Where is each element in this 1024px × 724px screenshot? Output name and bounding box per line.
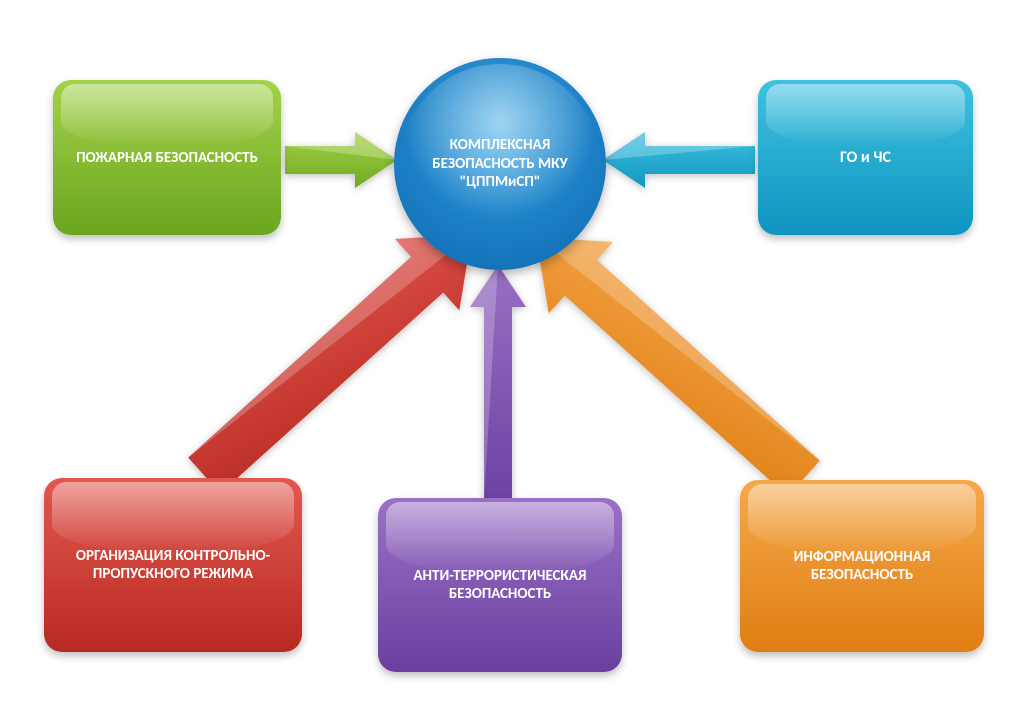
node-access: ОРГАНИЗАЦИЯ КОНТРОЛЬНО-ПРОПУСКНОГО РЕЖИМ…: [44, 478, 302, 652]
center-label: КОМПЛЕКСНАЯ БЕЗОПАСНОСТЬ МКУ "ЦППМиСП": [412, 136, 588, 192]
node-anti-terror-label: АНТИ-ТЕРРОРИСТИЧЕСКАЯ БЕЗОПАСНОСТЬ: [390, 567, 610, 603]
node-fire: ПОЖАРНАЯ БЕЗОПАСНОСТЬ: [53, 80, 281, 235]
diagram-canvas: ПОЖАРНАЯ БЕЗОПАСНОСТЬ ГО и ЧС ОРГАНИЗАЦИ…: [0, 0, 1024, 724]
node-info-sec-label: ИНФОРМАЦИОННАЯ БЕЗОПАСНОСТЬ: [752, 548, 972, 584]
node-go-chs: ГО и ЧС: [758, 80, 973, 235]
node-anti-terror: АНТИ-ТЕРРОРИСТИЧЕСКАЯ БЕЗОПАСНОСТЬ: [378, 498, 622, 672]
arrow-access: [188, 215, 488, 495]
node-info-sec: ИНФОРМАЦИОННАЯ БЕЗОПАСНОСТЬ: [740, 480, 984, 652]
center-circle: КОМПЛЕКСНАЯ БЕЗОПАСНОСТЬ МКУ "ЦППМиСП": [394, 58, 606, 270]
node-go-chs-label: ГО и ЧС: [840, 148, 891, 167]
arrow-go-chs: [603, 132, 755, 188]
arrow-anti-terror: [470, 265, 526, 500]
node-access-label: ОРГАНИЗАЦИЯ КОНТРОЛЬНО-ПРОПУСКНОГО РЕЖИМ…: [56, 547, 290, 583]
node-fire-label: ПОЖАРНАЯ БЕЗОПАСНОСТЬ: [76, 149, 258, 167]
arrow-fire: [285, 132, 397, 188]
arrow-info-sec: [520, 218, 820, 498]
